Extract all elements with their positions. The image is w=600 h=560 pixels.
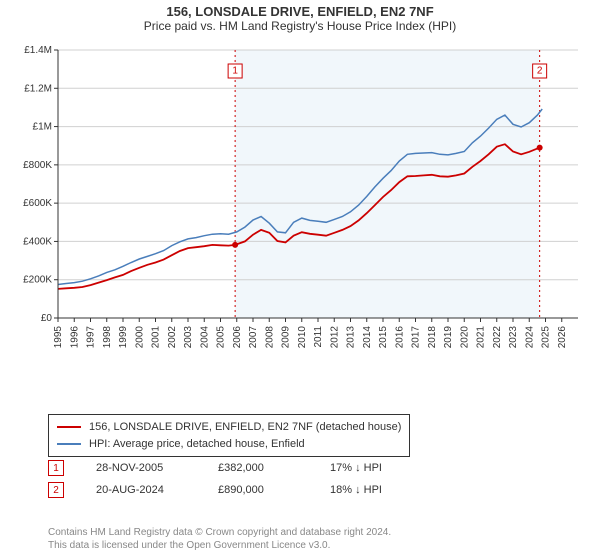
svg-text:£200K: £200K [23,275,52,286]
legend-label: HPI: Average price, detached house, Enfi… [89,436,305,453]
svg-text:2013: 2013 [346,326,357,349]
svg-text:£0: £0 [41,313,53,324]
svg-text:£400K: £400K [23,236,52,247]
svg-text:2001: 2001 [151,326,162,349]
svg-text:1996: 1996 [69,326,80,349]
titles: 156, LONSDALE DRIVE, ENFIELD, EN2 7NF Pr… [0,0,600,33]
footer-line: This data is licensed under the Open Gov… [48,539,391,552]
legend-swatch-icon [57,443,81,445]
legend-swatch-icon [57,426,81,428]
svg-text:2009: 2009 [281,326,292,349]
svg-text:2010: 2010 [297,326,308,349]
legend-item: HPI: Average price, detached house, Enfi… [57,436,401,453]
table-row: 2 20-AUG-2024 £890,000 18% ↓ HPI [48,482,382,498]
sale-delta: 17% ↓ HPI [330,462,382,474]
svg-text:£600K: £600K [23,198,52,209]
sale-price: £890,000 [218,484,298,496]
svg-text:2015: 2015 [378,326,389,349]
legend: 156, LONSDALE DRIVE, ENFIELD, EN2 7NF (d… [48,414,410,457]
svg-text:2: 2 [537,66,543,77]
svg-text:2021: 2021 [476,326,487,349]
svg-text:2011: 2011 [313,326,324,348]
svg-text:1999: 1999 [118,326,129,349]
svg-text:1997: 1997 [86,326,97,349]
svg-text:£800K: £800K [23,160,52,171]
svg-text:2008: 2008 [264,326,275,349]
marker-badge-icon: 2 [48,482,64,498]
footer: Contains HM Land Registry data © Crown c… [48,526,391,552]
svg-text:£1.2M: £1.2M [24,83,52,94]
legend-label: 156, LONSDALE DRIVE, ENFIELD, EN2 7NF (d… [89,419,401,436]
table-row: 1 28-NOV-2005 £382,000 17% ↓ HPI [48,460,382,476]
svg-text:2016: 2016 [394,326,405,349]
svg-text:2000: 2000 [134,326,145,349]
sale-delta: 18% ↓ HPI [330,484,382,496]
svg-text:2014: 2014 [362,326,373,349]
svg-text:2007: 2007 [248,326,259,349]
svg-text:1995: 1995 [53,326,64,349]
footer-line: Contains HM Land Registry data © Crown c… [48,526,391,539]
title-subtitle: Price paid vs. HM Land Registry's House … [0,19,600,33]
sale-price: £382,000 [218,462,298,474]
svg-text:1998: 1998 [102,326,113,349]
svg-text:2004: 2004 [199,326,210,349]
svg-text:1: 1 [232,66,238,77]
svg-text:2023: 2023 [508,326,519,349]
svg-text:2012: 2012 [329,326,340,349]
svg-text:2018: 2018 [427,326,438,349]
svg-text:2003: 2003 [183,326,194,349]
svg-text:2019: 2019 [443,326,454,349]
svg-text:2002: 2002 [167,326,178,349]
svg-text:2022: 2022 [492,326,503,349]
svg-text:£1M: £1M [33,122,52,133]
svg-text:2020: 2020 [459,326,470,349]
svg-text:2006: 2006 [232,326,243,349]
svg-text:2005: 2005 [216,326,227,349]
sale-date: 28-NOV-2005 [96,462,186,474]
legend-item: 156, LONSDALE DRIVE, ENFIELD, EN2 7NF (d… [57,419,401,436]
svg-text:2024: 2024 [524,326,535,349]
svg-text:£1.4M: £1.4M [24,45,52,56]
svg-text:2025: 2025 [541,326,552,349]
svg-text:2026: 2026 [557,326,568,349]
marker-badge-icon: 1 [48,460,64,476]
svg-text:2017: 2017 [411,326,422,349]
chart-svg: £0 £200K £400K £600K £800K £1M £1.2M £1.4M 1995 1… [0,44,600,374]
sales-table: 1 28-NOV-2005 £382,000 17% ↓ HPI 2 20-AU… [48,460,382,504]
title-address: 156, LONSDALE DRIVE, ENFIELD, EN2 7NF [0,4,600,19]
chart: £0 £200K £400K £600K £800K £1M £1.2M £1.4M 1995 1… [0,44,600,374]
chart-container: 156, LONSDALE DRIVE, ENFIELD, EN2 7NF Pr… [0,0,600,560]
sale-date: 20-AUG-2024 [96,484,186,496]
